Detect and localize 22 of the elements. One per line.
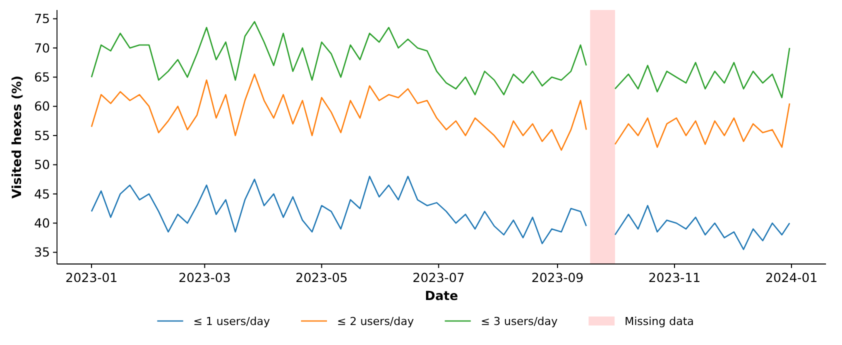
x-tick-label: 2023-07 [412,270,465,285]
x-tick-label: 2023-01 [65,270,118,285]
y-tick-label: 45 [34,186,50,202]
legend-label: ≤ 3 users/day [480,314,558,328]
y-tick-label: 50 [34,157,50,172]
x-tick-label: 2023-11 [648,270,701,285]
y-axis-title: Visited hexes (%) [9,76,24,198]
legend-label: ≤ 2 users/day [337,314,414,328]
legend-label: Missing data [624,314,694,328]
x-axis-title: Date [424,288,458,303]
legend-label: ≤ 1 users/day [193,314,271,328]
x-tick-label: 2023-03 [178,270,231,285]
y-tick-label: 35 [34,244,50,260]
x-tick-label: 2024-01 [765,270,818,285]
y-tick-label: 55 [34,128,50,143]
x-tick-label: 2023-05 [296,270,348,285]
y-tick-label: 60 [34,98,50,114]
y-tick-label: 70 [34,40,50,56]
y-tick-label: 75 [34,11,50,26]
y-tick-label: 65 [34,70,50,85]
y-tick-label: 40 [34,216,50,230]
x-tick-label: 2023-09 [531,270,584,285]
